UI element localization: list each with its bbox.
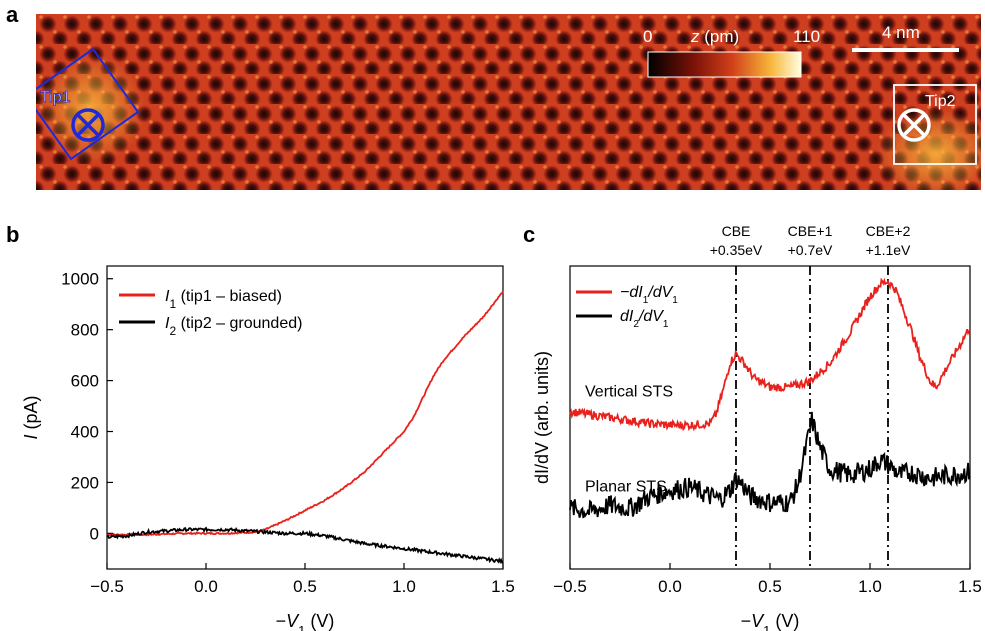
x-tick-label: 1.5: [958, 577, 982, 596]
series-line-1: [569, 277, 971, 432]
y-tick-label: 800: [71, 321, 99, 340]
chart-b: −0.5 0.0 0.5 1.0 1.5 0 200 400 600 800 1000 −V1 (V)…: [21, 265, 515, 631]
vertical-sts-label: Vertical STS: [585, 383, 673, 400]
y-tick-label: 400: [71, 423, 99, 442]
x-tick-label: 0.0: [194, 577, 218, 596]
y-tick-label: 0: [90, 524, 99, 543]
x-tick-label: 0.5: [293, 577, 317, 596]
legend-label: dI2/dV1: [620, 308, 669, 330]
colorbar-max: 110: [793, 27, 820, 46]
series-line-2: [106, 526, 504, 564]
legend-label: I2 (tip2 – grounded): [165, 315, 302, 338]
x-tick-label: 1.5: [491, 577, 515, 596]
annotation-label: CBE+2: [866, 223, 911, 239]
x-tick-label: −0.5: [553, 577, 587, 596]
x-tick-label: 0.0: [658, 577, 682, 596]
x-tick-label: 1.0: [392, 577, 416, 596]
plot-frame: [106, 265, 504, 570]
colorbar-title: z (pm): [690, 27, 739, 46]
chart-c: −0.5 0.0 0.5 1.0 1.5 −V1 (V) dI/dV (arb. units…: [532, 223, 982, 631]
y-axis-label: I (pA): [21, 395, 41, 439]
y-tick-label: 1000: [61, 270, 99, 289]
panel-b-letter: b: [6, 222, 20, 247]
tip1-scan-frame: [36, 47, 140, 161]
x-axis-label: −V1 (V): [741, 611, 800, 631]
annotation-value: +0.7eV: [788, 242, 833, 258]
tip2-scan-frame: [893, 84, 977, 165]
annotation-label: CBE: [722, 223, 751, 239]
series-line-1: [106, 290, 504, 537]
annotation-value: +0.35eV: [710, 242, 763, 258]
tip2-marker-icon: [897, 108, 931, 142]
annotation-label: CBE+1: [788, 223, 833, 239]
y-tick-label: 600: [71, 372, 99, 391]
annotation-value: +1.1eV: [866, 242, 911, 258]
colorbar: [647, 51, 802, 78]
legend-label: I1 (tip1 – biased): [165, 288, 282, 311]
tip1-marker-icon: [71, 108, 105, 142]
legend-label: −dI1/dV1: [620, 284, 678, 306]
tip1-label: Tip1: [40, 89, 71, 106]
tip2-label: Tip2: [925, 93, 956, 110]
stm-topography-image: Tip1 Tip2 0 z (pm) 110 4 nm: [36, 14, 981, 190]
x-tick-label: −0.5: [90, 577, 124, 596]
y-tick-label: 200: [71, 473, 99, 492]
series-line-2: [569, 411, 971, 519]
x-axis-label: −V1 (V): [276, 611, 335, 631]
scale-bar-label: 4 nm: [882, 23, 920, 42]
x-tick-label: 1.0: [858, 577, 882, 596]
planar-sts-label: Planar STS: [585, 479, 667, 496]
x-tick-label: 0.5: [758, 577, 782, 596]
tip2-bright-region: [876, 109, 981, 190]
colorbar-min: 0: [643, 27, 652, 46]
panel-a-letter: a: [6, 2, 19, 27]
y-axis-label: dI/dV (arb. units): [532, 351, 552, 484]
stm-lattice: [36, 14, 981, 190]
panel-c-letter: c: [523, 222, 536, 247]
